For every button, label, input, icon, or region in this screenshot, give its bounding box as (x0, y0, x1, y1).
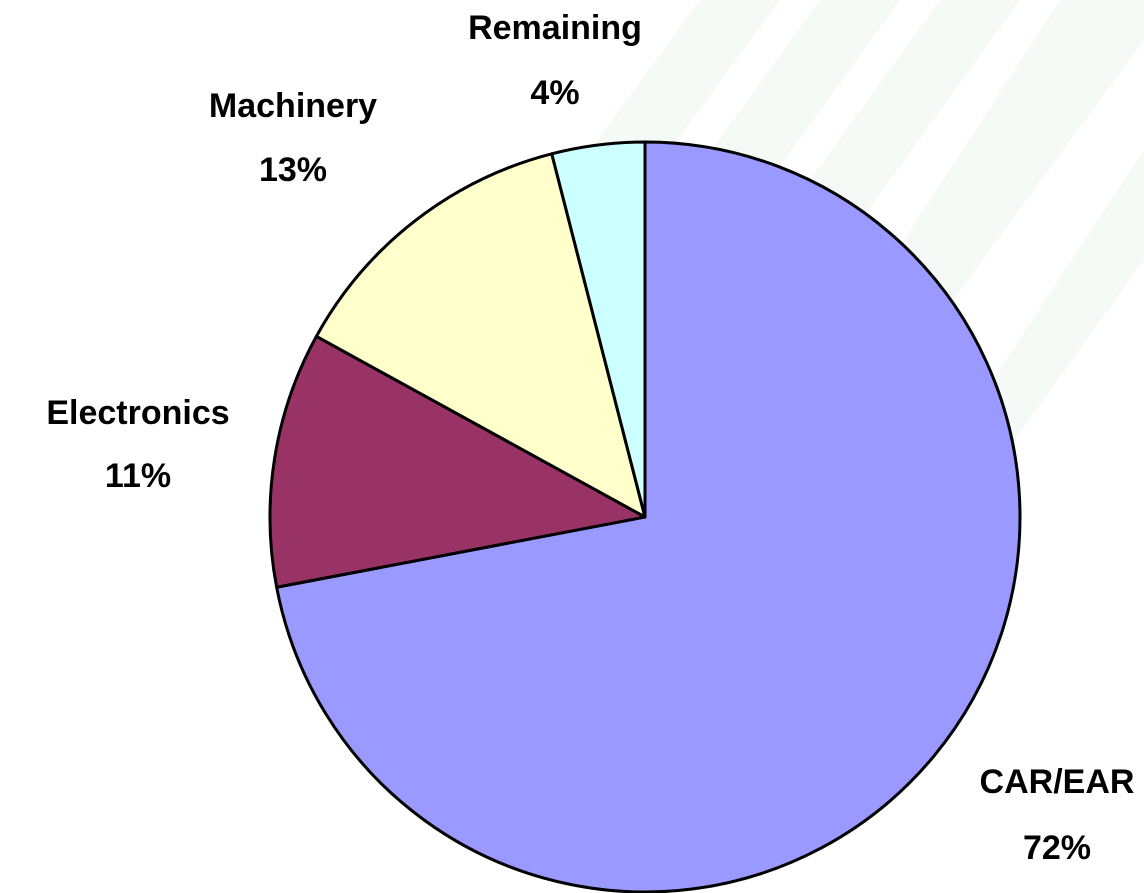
slice-value-label: 4% (530, 74, 579, 112)
slice-value-label: 13% (259, 151, 327, 189)
slice-value-label: 72% (1023, 829, 1091, 867)
slice-label: Electronics (46, 394, 229, 432)
labels: CAR/EAR 72% Electronics 11% Machinery 13% Rema… (46, 9, 1134, 867)
pie-slice (275, 140, 1022, 893)
pie-slice (550, 140, 647, 519)
pie (268, 140, 1022, 893)
pie-slice (314, 152, 647, 519)
pie-slice (268, 334, 647, 589)
slice-value-label: 11% (105, 457, 171, 495)
slice-label: CAR/EAR (980, 763, 1135, 801)
slice-label: Machinery (209, 87, 377, 125)
slice-label: Remaining (468, 9, 642, 47)
